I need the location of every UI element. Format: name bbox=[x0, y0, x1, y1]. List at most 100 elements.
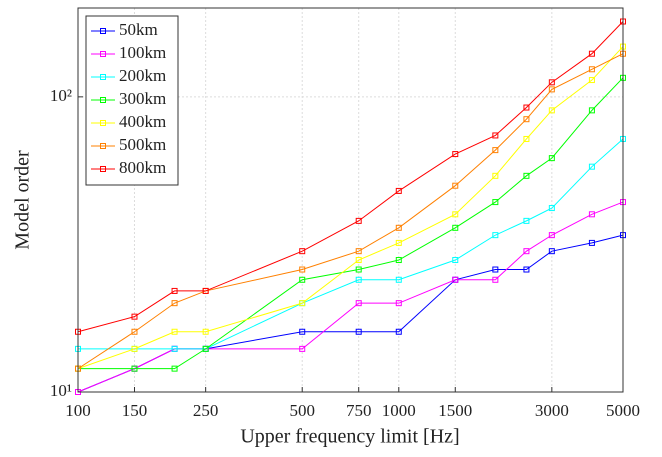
data-point bbox=[202, 328, 209, 335]
data-point bbox=[452, 224, 459, 231]
data-point bbox=[452, 276, 459, 283]
x-tick-label: 750 bbox=[346, 401, 372, 420]
data-point bbox=[171, 365, 178, 372]
series-line bbox=[78, 138, 624, 350]
legend-label: 800km bbox=[119, 158, 166, 177]
data-point bbox=[395, 276, 402, 283]
x-tick-label: 1000 bbox=[382, 401, 416, 420]
legend-marker bbox=[100, 97, 106, 103]
data-point bbox=[202, 345, 209, 352]
data-point bbox=[131, 365, 138, 372]
data-point bbox=[523, 217, 530, 224]
legend-marker bbox=[100, 51, 106, 57]
data-point bbox=[548, 248, 555, 255]
data-point bbox=[299, 276, 306, 283]
data-point bbox=[355, 300, 362, 307]
data-point bbox=[588, 66, 595, 73]
data-point bbox=[355, 276, 362, 283]
legend-label: 300km bbox=[119, 89, 166, 108]
data-point bbox=[548, 107, 555, 114]
legend-label: 50km bbox=[119, 20, 158, 39]
data-point bbox=[588, 107, 595, 114]
data-point bbox=[395, 257, 402, 264]
data-point bbox=[355, 266, 362, 273]
data-point bbox=[395, 328, 402, 335]
legend-label: 100km bbox=[119, 43, 166, 62]
x-tick-label: 100 bbox=[65, 401, 91, 420]
data-point bbox=[548, 155, 555, 162]
data-point bbox=[588, 211, 595, 218]
x-tick-label: 500 bbox=[289, 401, 315, 420]
data-point bbox=[171, 300, 178, 307]
data-point bbox=[171, 328, 178, 335]
legend-marker bbox=[100, 166, 106, 172]
x-tick-label: 5000 bbox=[606, 401, 640, 420]
data-point bbox=[299, 248, 306, 255]
data-point bbox=[395, 239, 402, 246]
x-tick-label: 3000 bbox=[535, 401, 569, 420]
data-point bbox=[548, 232, 555, 239]
data-point bbox=[523, 135, 530, 142]
data-point bbox=[548, 86, 555, 93]
data-point bbox=[452, 151, 459, 158]
x-tick-label: 250 bbox=[193, 401, 219, 420]
y-axis-label: Model order bbox=[12, 150, 34, 250]
series-line bbox=[77, 21, 624, 333]
data-point bbox=[523, 266, 530, 273]
data-point bbox=[131, 313, 138, 320]
data-point bbox=[548, 79, 555, 86]
series-line bbox=[78, 77, 624, 370]
legend-marker bbox=[100, 74, 106, 80]
data-point bbox=[588, 163, 595, 170]
x-tick-label: 1500 bbox=[438, 401, 472, 420]
data-point bbox=[588, 50, 595, 57]
data-point bbox=[131, 328, 138, 335]
plot-frame bbox=[77, 7, 624, 393]
data-point bbox=[523, 248, 530, 255]
data-point bbox=[588, 77, 595, 84]
data-point bbox=[395, 300, 402, 307]
legend-marker bbox=[100, 28, 106, 34]
data-point bbox=[452, 182, 459, 189]
series-line bbox=[77, 53, 624, 370]
data-point bbox=[492, 132, 499, 139]
data-point bbox=[131, 345, 138, 352]
y-tick-label: 10² bbox=[50, 86, 72, 105]
legend-label: 400km bbox=[119, 112, 166, 131]
legend-marker bbox=[100, 120, 106, 126]
data-point bbox=[299, 300, 306, 307]
data-point bbox=[355, 248, 362, 255]
data-point bbox=[395, 187, 402, 194]
series-line bbox=[77, 46, 624, 370]
legend-label: 200km bbox=[119, 66, 166, 85]
legend-label: 500km bbox=[119, 135, 166, 154]
data-point bbox=[171, 287, 178, 294]
data-point bbox=[492, 266, 499, 273]
data-point bbox=[452, 257, 459, 264]
data-point bbox=[492, 172, 499, 179]
data-point bbox=[395, 224, 402, 231]
data-point bbox=[588, 239, 595, 246]
data-point bbox=[492, 147, 499, 154]
data-point bbox=[492, 232, 499, 239]
x-tick-label: 150 bbox=[122, 401, 148, 420]
data-point bbox=[523, 116, 530, 123]
data-point bbox=[355, 257, 362, 264]
data-point bbox=[548, 205, 555, 212]
y-tick-label: 10¹ bbox=[50, 381, 72, 400]
data-point bbox=[299, 266, 306, 273]
data-point bbox=[202, 287, 209, 294]
data-point bbox=[299, 328, 306, 335]
x-axis-label: Upper frequency limit [Hz] bbox=[240, 426, 459, 448]
data-point bbox=[171, 345, 178, 352]
data-point bbox=[523, 172, 530, 179]
data-point bbox=[299, 345, 306, 352]
data-point bbox=[355, 217, 362, 224]
data-point bbox=[355, 328, 362, 335]
data-point bbox=[452, 211, 459, 218]
data-point bbox=[492, 199, 499, 206]
legend-marker bbox=[100, 143, 106, 149]
data-point bbox=[492, 276, 499, 283]
data-point bbox=[523, 104, 530, 111]
